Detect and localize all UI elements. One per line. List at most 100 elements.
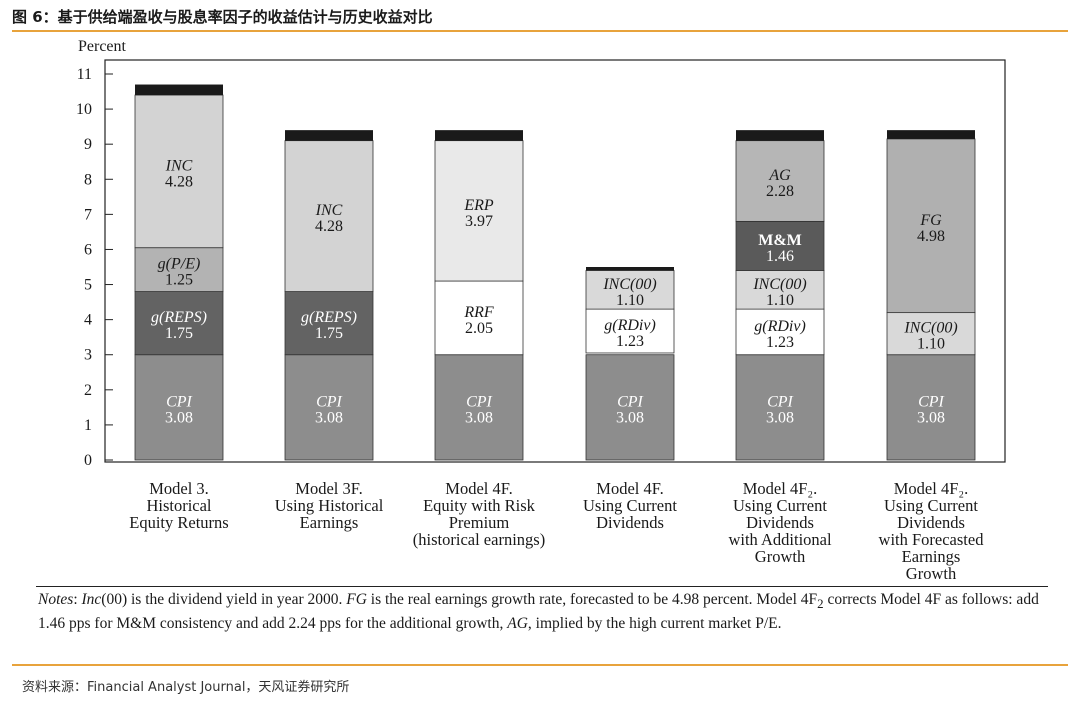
y-tick-label: 4 xyxy=(84,312,92,329)
segment-label: CPI xyxy=(767,393,793,410)
segment-label: M&M xyxy=(758,232,802,249)
notes-text-4: , implied by the high current market P/E… xyxy=(527,615,782,633)
bar-segment xyxy=(134,247,224,292)
bar-segment xyxy=(434,354,524,461)
bar-segment xyxy=(735,140,825,222)
bar-segment xyxy=(585,308,675,354)
category-label: Dividends xyxy=(897,513,965,532)
segment-value: 1.10 xyxy=(917,336,945,353)
category-label: Historical xyxy=(146,496,211,515)
plot-frame xyxy=(104,59,1006,463)
segment-label: CPI xyxy=(918,393,944,410)
notes-label: Notes xyxy=(38,591,74,608)
category-label: with Forecasted xyxy=(879,530,985,549)
category-label: with Additional xyxy=(728,530,832,549)
bar-segment xyxy=(434,140,524,282)
bar-segment xyxy=(585,270,675,310)
bar-segment xyxy=(284,354,374,461)
inc-term: Inc xyxy=(81,591,102,608)
segment-label: CPI xyxy=(466,393,492,410)
segment-label: g(RDiv) xyxy=(754,318,806,335)
segment-value: 3.08 xyxy=(165,409,193,426)
segment-label: INC(00) xyxy=(602,276,656,293)
segment-value: 1.75 xyxy=(165,325,193,342)
y-tick-label: 6 xyxy=(84,241,92,258)
segment-value: 1.10 xyxy=(616,292,644,309)
segment-value: 2.28 xyxy=(766,183,794,200)
segment-label: RRF xyxy=(463,304,494,321)
category-label: Model 4F₂. xyxy=(894,479,969,498)
segment-value: 1.23 xyxy=(766,334,794,351)
bar-segment xyxy=(134,94,224,249)
segment-value: 3.08 xyxy=(766,409,794,426)
category-label: Growth xyxy=(906,564,957,583)
category-label: Using Current xyxy=(583,496,677,515)
bar-cap xyxy=(135,84,223,96)
source-note: 资料来源：Financial Analyst Journal，天风证券研究所 xyxy=(22,680,350,695)
notes-text-3: corrects Model 4F as follows: add 1.46 p… xyxy=(38,591,1039,633)
bar-segment xyxy=(735,220,825,271)
category-label: Earnings xyxy=(902,547,961,566)
category-label: Using Current xyxy=(733,496,827,515)
category-label: Model 3F. xyxy=(295,479,362,498)
category-label: Model 4F. xyxy=(445,479,512,498)
bar-segment xyxy=(134,291,224,356)
bar-cap xyxy=(736,130,824,141)
category-label: Earnings xyxy=(300,513,359,532)
bar-segment xyxy=(434,280,524,356)
bar-segment xyxy=(886,138,976,314)
category-label: Equity with Risk xyxy=(423,496,536,515)
segment-label: INC(00) xyxy=(752,276,806,293)
segment-value: 3.08 xyxy=(616,409,644,426)
segment-value: 1.23 xyxy=(616,333,644,350)
segment-label: g(REPS) xyxy=(151,309,207,326)
notes-text-1: (00) is the dividend yield in year 2000. xyxy=(101,591,347,608)
y-tick-label: 10 xyxy=(76,101,92,118)
notes-top-rule xyxy=(36,586,1048,587)
category-label: Growth xyxy=(755,547,806,566)
bar-cap xyxy=(586,267,674,271)
segment-value: 1.75 xyxy=(315,325,343,342)
segment-label: g(P/E) xyxy=(158,256,201,273)
segment-value: 2.05 xyxy=(465,320,493,337)
category-label: Model 4F₂. xyxy=(743,479,818,498)
segment-label: INC xyxy=(315,202,343,219)
bar-segment xyxy=(735,354,825,461)
bar-segment xyxy=(134,354,224,461)
fg-term: FG xyxy=(346,591,367,608)
bar-segment xyxy=(735,270,825,310)
segment-value: 4.28 xyxy=(165,173,193,190)
category-label: Model 4F. xyxy=(596,479,663,498)
y-tick-label: 5 xyxy=(84,277,92,294)
segment-value: 3.97 xyxy=(465,213,493,230)
segment-label: g(REPS) xyxy=(301,309,357,326)
segment-label: AG xyxy=(768,167,791,184)
segment-label: INC(00) xyxy=(903,320,957,337)
category-label: Equity Returns xyxy=(129,513,228,532)
category-label: Dividends xyxy=(746,513,814,532)
segment-value: 4.28 xyxy=(315,218,343,235)
segment-label: CPI xyxy=(166,393,192,410)
bar-segment xyxy=(735,308,825,356)
title-divider xyxy=(12,30,1068,32)
category-label: Premium xyxy=(449,513,510,532)
y-tick-label: 7 xyxy=(84,206,92,223)
bar-cap xyxy=(285,130,373,141)
y-tick-label: 3 xyxy=(84,347,92,364)
segment-value: 1.46 xyxy=(766,248,794,265)
segment-value: 1.25 xyxy=(165,272,193,289)
bar-segment xyxy=(284,140,374,292)
chart-notes: Notes: Inc(00) is the dividend yield in … xyxy=(38,591,1039,633)
figure-title: 图 6：基于供给端盈收与股息率因子的收益估计与历史收益对比 xyxy=(12,8,433,26)
category-label: Dividends xyxy=(596,513,664,532)
notes-text-2: is the real earnings growth rate, foreca… xyxy=(366,591,818,608)
notes-subscript: 2 xyxy=(817,596,824,612)
bar-segment xyxy=(585,354,675,461)
source-divider xyxy=(12,664,1068,666)
